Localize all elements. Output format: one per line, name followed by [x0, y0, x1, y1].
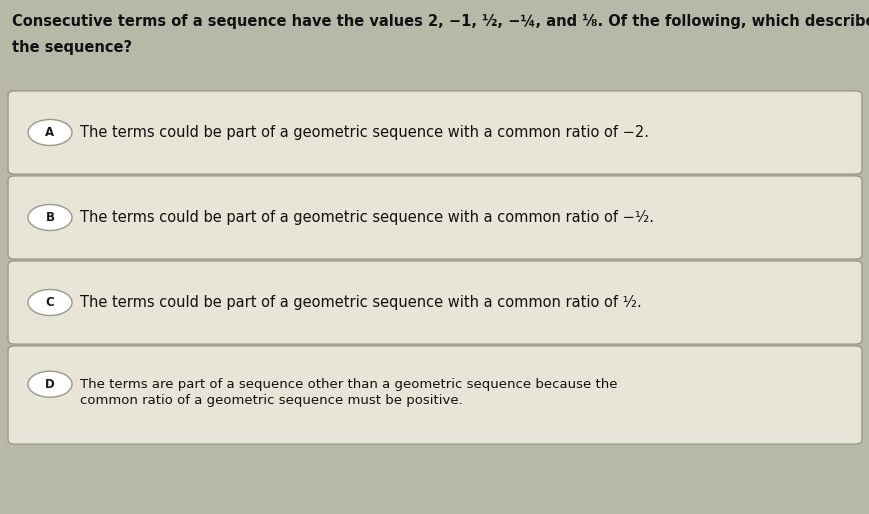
Text: The terms are part of a sequence other than a geometric sequence because the: The terms are part of a sequence other t… — [80, 378, 617, 391]
Text: Consecutive terms of a sequence have the values 2, −1, ½, −¼, and ⅛. Of the foll: Consecutive terms of a sequence have the… — [12, 14, 869, 29]
Circle shape — [28, 119, 72, 145]
Text: The terms could be part of a geometric sequence with a common ratio of −2.: The terms could be part of a geometric s… — [80, 125, 648, 140]
FancyBboxPatch shape — [8, 261, 861, 344]
Text: A: A — [45, 126, 55, 139]
FancyBboxPatch shape — [8, 346, 861, 444]
FancyBboxPatch shape — [8, 91, 861, 174]
Text: the sequence?: the sequence? — [12, 40, 132, 55]
Text: B: B — [45, 211, 55, 224]
Text: C: C — [45, 296, 54, 309]
Text: The terms could be part of a geometric sequence with a common ratio of ¹⁄₂.: The terms could be part of a geometric s… — [80, 295, 641, 310]
Text: The terms could be part of a geometric sequence with a common ratio of −¹⁄₂.: The terms could be part of a geometric s… — [80, 210, 653, 225]
Text: D: D — [45, 378, 55, 391]
Circle shape — [28, 205, 72, 230]
Text: common ratio of a geometric sequence must be positive.: common ratio of a geometric sequence mus… — [80, 394, 462, 407]
Circle shape — [28, 289, 72, 316]
FancyBboxPatch shape — [8, 176, 861, 259]
Circle shape — [28, 371, 72, 397]
